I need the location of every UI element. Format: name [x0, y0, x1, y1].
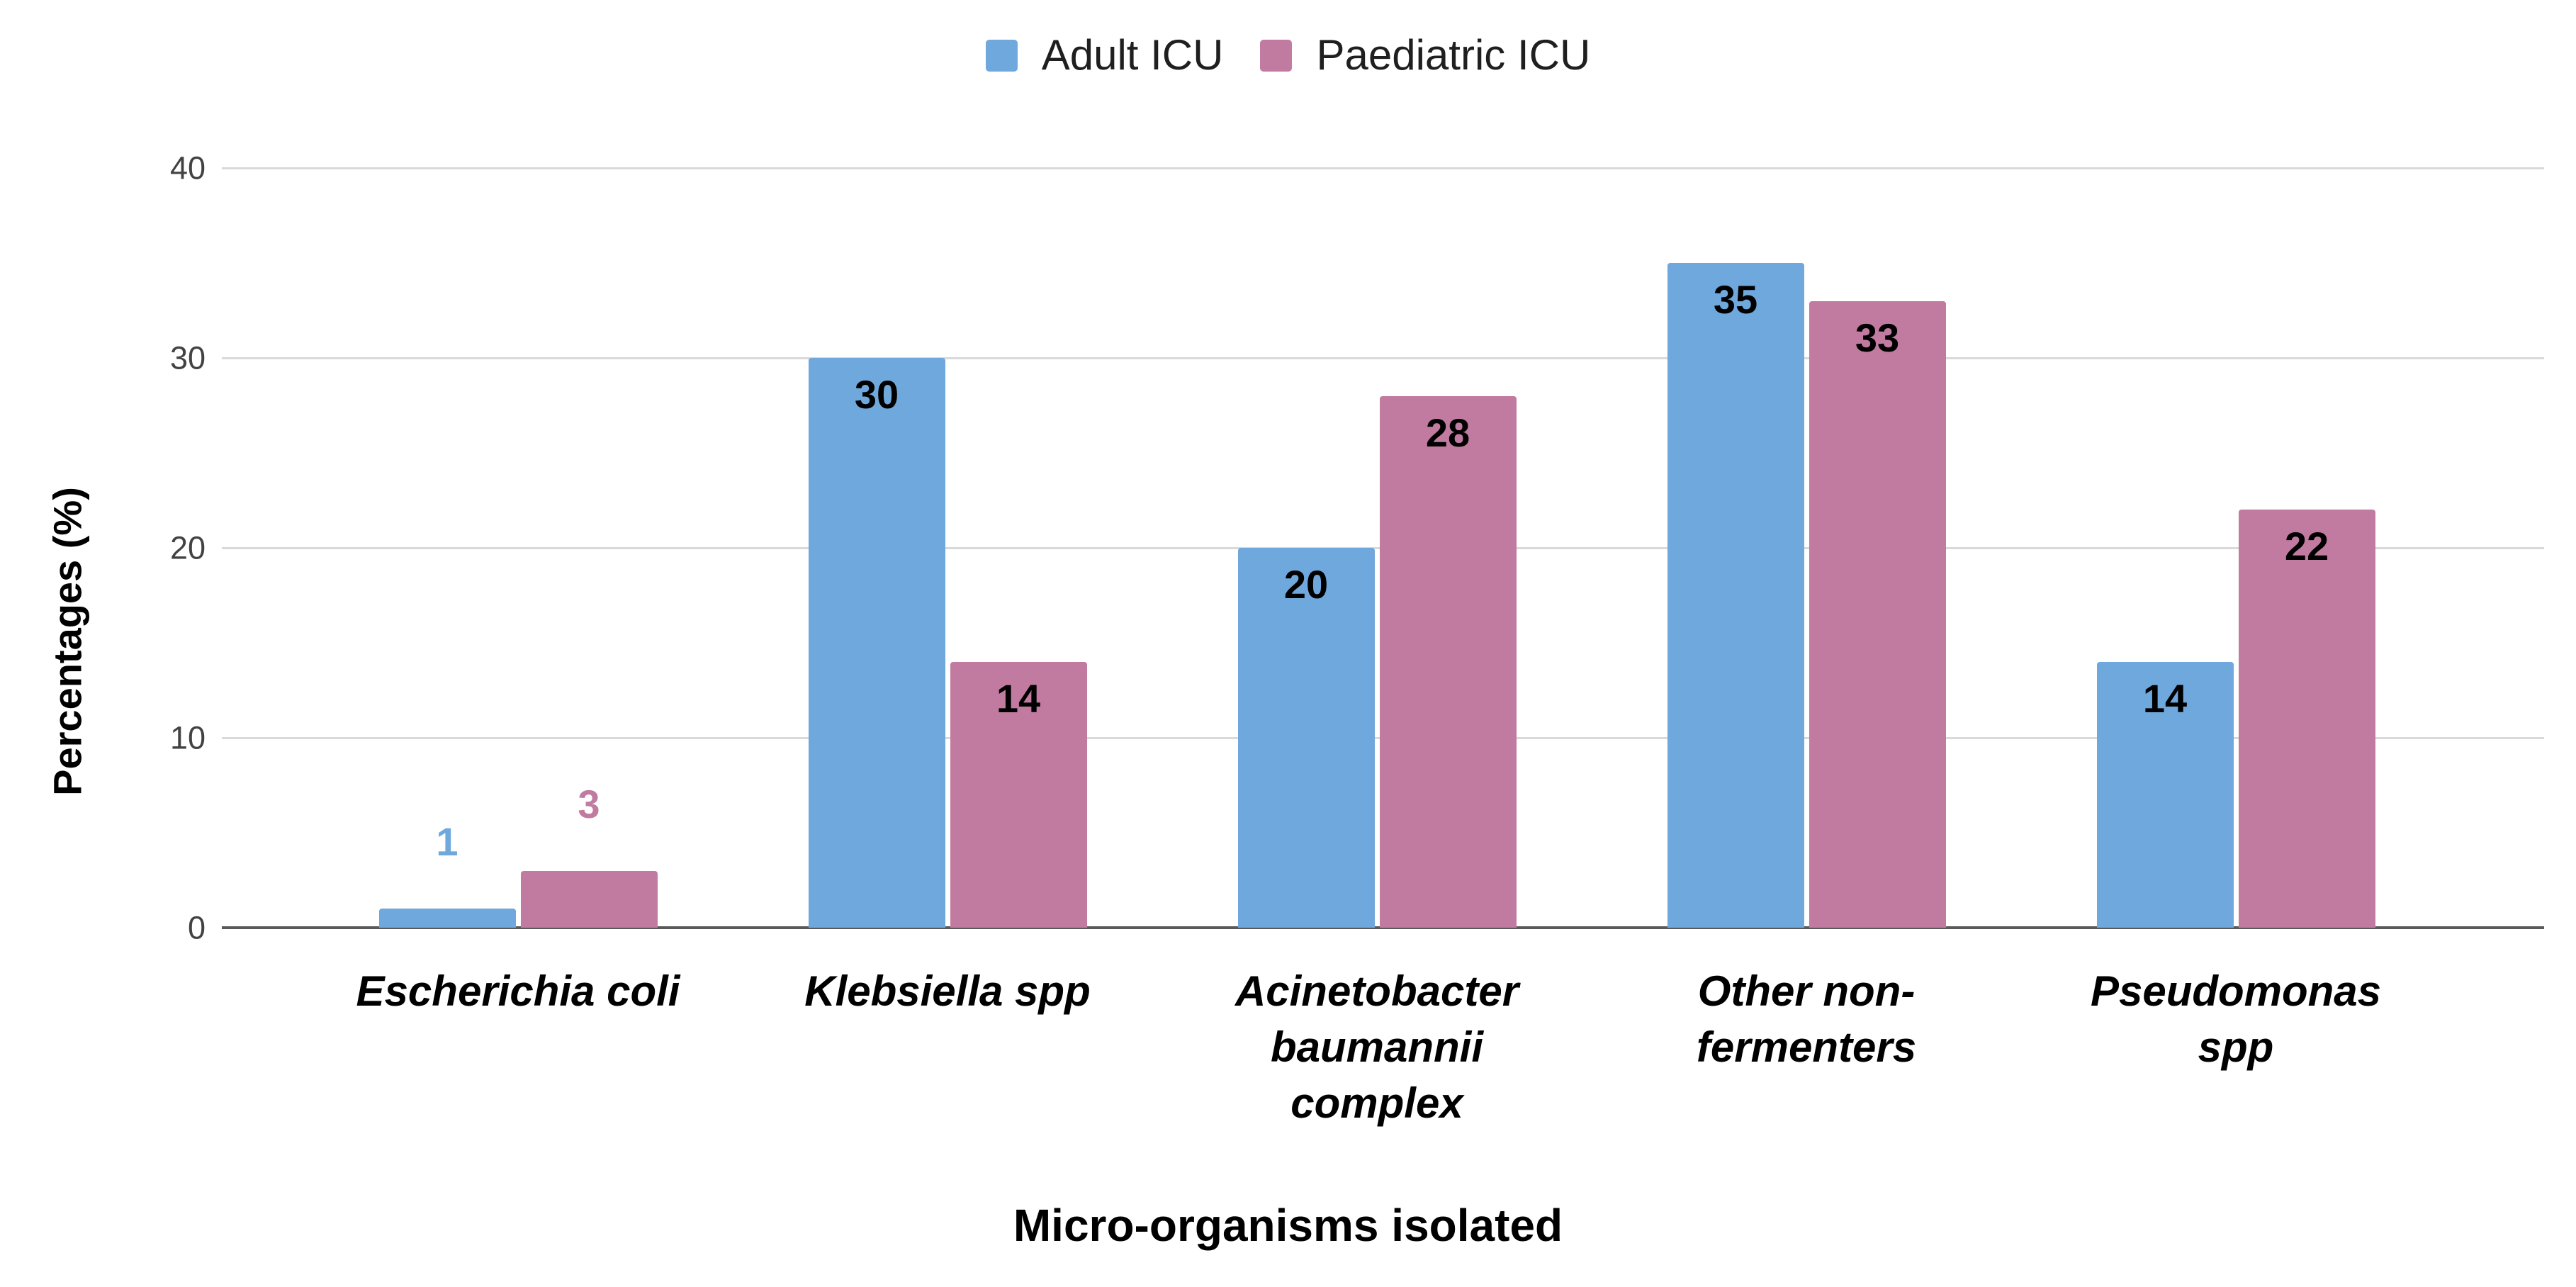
bar: 14	[2096, 661, 2234, 928]
bar-value-label: 14	[2142, 675, 2188, 721]
category-label: Pseudomonas spp	[2090, 967, 2382, 1072]
category-label: Klebsiella spp	[804, 967, 1091, 1015]
legend-label: Paediatric ICU	[1316, 31, 1591, 79]
category-band: 35 33 Other non- fermenters	[1592, 168, 2021, 1071]
category-label: Other non- fermenters	[1696, 967, 1917, 1072]
legend-swatch-icon	[1260, 39, 1293, 72]
bar-value-label: 1	[436, 819, 459, 865]
legend: Adult ICU Paediatric ICU	[0, 34, 2576, 77]
plot-area: 1 3 Escherichia coli 30 14 Klebsiella spp 20 28…	[222, 167, 2544, 1127]
y-tick-label: 10	[169, 719, 206, 756]
gridline	[222, 167, 2544, 169]
category-label: Acinetobacter baumannii complex	[1234, 967, 1519, 1128]
bar-value-label: 30	[854, 372, 899, 417]
category-label: Escherichia coli	[356, 967, 680, 1015]
category-band: 20 28 Acinetobacter baumannii complex	[1162, 168, 1592, 1127]
bars-region: 1 3 Escherichia coli 30 14 Klebsiella spp 20 28…	[303, 168, 2451, 1127]
bar: 33	[1809, 300, 1946, 928]
bar-value-label: 20	[1283, 562, 1329, 607]
bar-pair: 20 28	[1162, 168, 1592, 928]
bar: 3	[520, 784, 658, 928]
y-tick-label: 40	[169, 150, 206, 186]
bar-value-label: 14	[996, 675, 1041, 721]
category-band: 1 3 Escherichia coli	[303, 168, 733, 1015]
y-axis-ticks: 0 10 20 30 40	[0, 152, 206, 944]
bar: 35	[1667, 263, 1804, 928]
bar-value-label: 22	[2284, 524, 2329, 569]
bar-pair: 30 14	[733, 168, 1162, 928]
bar: 28	[1379, 395, 1517, 928]
legend-item: Adult ICU	[985, 31, 1224, 79]
legend-label: Adult ICU	[1041, 31, 1224, 79]
bar: 14	[950, 661, 1087, 928]
bar-value-label: 3	[578, 781, 600, 826]
gridline	[222, 357, 2544, 359]
x-axis-title: Micro-organisms isolated	[1013, 1200, 1563, 1251]
y-tick-label: 30	[169, 339, 206, 376]
bar: 22	[2238, 510, 2375, 928]
bar: 30	[808, 358, 945, 928]
x-axis-line	[222, 926, 2544, 929]
legend-swatch-icon	[985, 39, 1018, 72]
category-band: 30 14 Klebsiella spp	[733, 168, 1162, 1015]
bar-value-label: 28	[1425, 410, 1470, 455]
legend-item: Paediatric ICU	[1260, 34, 1590, 77]
y-tick-label: 0	[187, 909, 206, 946]
bar: 20	[1237, 548, 1375, 928]
bar-pair: 35 33	[1592, 168, 2021, 928]
category-band: 14 22 Pseudomonas spp	[2021, 168, 2451, 1071]
bar-pair: 14 22	[2021, 168, 2451, 928]
y-tick-label: 20	[169, 529, 206, 566]
bar-value-label: 33	[1855, 315, 1900, 360]
bar: 1	[378, 822, 516, 928]
bar-value-label: 35	[1713, 277, 1758, 322]
